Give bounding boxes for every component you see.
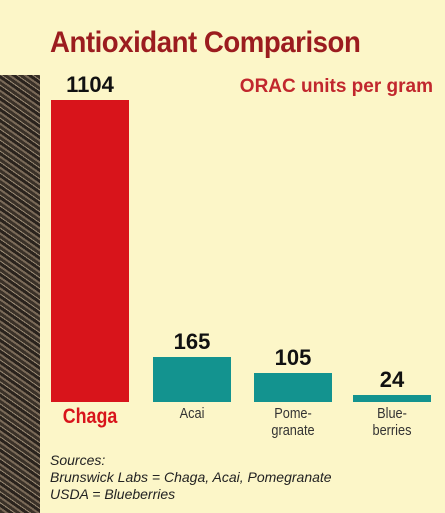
- chart-title: Antioxidant Comparison: [50, 26, 361, 59]
- sources: Sources: Brunswick Labs = Chaga, Acai, Po…: [50, 452, 332, 503]
- value-label: 1104: [66, 72, 114, 97]
- source-line: Brunswick Labs = Chaga, Acai, Pomegranat…: [50, 469, 332, 485]
- chart-subtitle: ORAC units per gram: [239, 76, 433, 97]
- value-label: 105: [274, 345, 312, 371]
- photo-strip: [0, 75, 40, 513]
- bar: [353, 395, 431, 402]
- category-label: Blue- berries: [372, 405, 412, 439]
- source-line: Sources:: [50, 452, 106, 468]
- bar: [254, 373, 332, 402]
- value-label: 24: [379, 367, 405, 393]
- source-line: USDA = Blueberries: [50, 486, 176, 502]
- category-label: Acai: [179, 405, 205, 422]
- category-label: Chaga: [62, 405, 118, 428]
- value-label: 165: [173, 328, 211, 354]
- bar: [51, 100, 129, 402]
- bar: [153, 356, 231, 402]
- category-label: Pome- granate: [271, 405, 315, 439]
